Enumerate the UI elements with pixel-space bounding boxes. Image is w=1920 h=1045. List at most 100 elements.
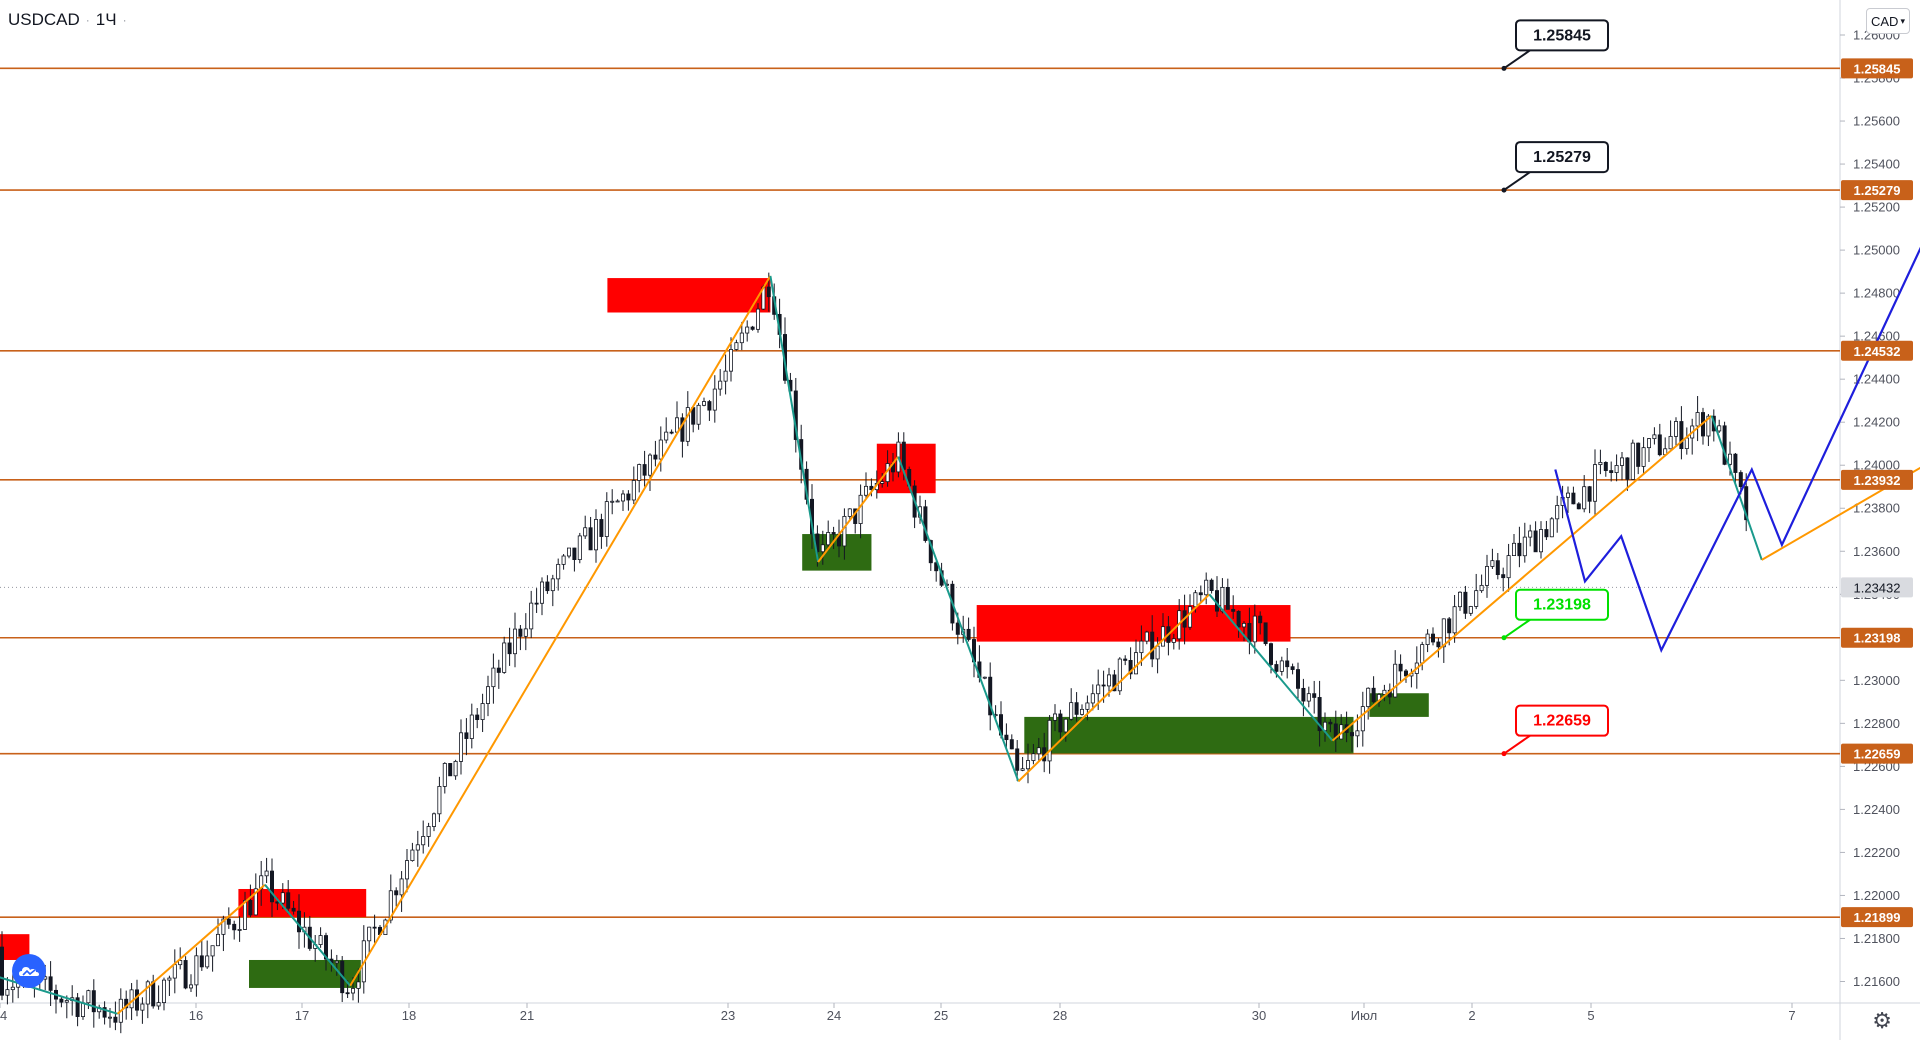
candle-body [264, 870, 269, 877]
callout-box[interactable] [1515, 141, 1609, 174]
x-tick-label: 4 [0, 1008, 7, 1023]
zigzag-segment[interactable] [1710, 415, 1763, 561]
candle-body [1522, 536, 1527, 557]
candle-body [491, 667, 496, 688]
y-tick-label: 1.22400 [1853, 802, 1900, 817]
candle-body [124, 998, 129, 1009]
interval-label[interactable]: 1Ч [95, 10, 117, 29]
candle-body [1053, 713, 1058, 721]
candle-body [1539, 529, 1544, 553]
candle-body [577, 535, 582, 560]
candle-body [1501, 574, 1506, 579]
candle-body [1225, 586, 1230, 610]
y-tick-label: 1.24400 [1853, 372, 1900, 387]
candle-body [1636, 442, 1641, 467]
candle-body [858, 494, 863, 524]
candle-body [1090, 693, 1095, 704]
candle-body [323, 935, 328, 960]
candle-body [1074, 702, 1079, 715]
candle-body [1252, 615, 1257, 643]
callout-label: 1.25279 [1533, 149, 1591, 166]
zigzag-segment[interactable] [817, 455, 899, 563]
candle-body [1738, 472, 1743, 488]
candle-body [934, 562, 939, 572]
candle-body [712, 388, 717, 411]
zigzag-segment[interactable] [1017, 593, 1211, 783]
candle-body [653, 454, 658, 460]
symbol-header: USDCAD · 1Ч · [8, 10, 127, 30]
candle-body [437, 786, 442, 815]
candle-body [540, 581, 545, 604]
candle-body [129, 989, 134, 1009]
y-tick-label: 1.22000 [1853, 888, 1900, 903]
candle-body [1020, 768, 1025, 771]
zigzag-segment[interactable] [769, 275, 820, 563]
currency-button[interactable]: CAD ▾ [1866, 8, 1910, 34]
candle-body [140, 1003, 145, 1011]
candle-body [151, 981, 156, 1007]
candle-body [475, 714, 480, 720]
callout-box[interactable] [1515, 588, 1609, 621]
candle-body [604, 501, 609, 537]
callout-leader [1503, 734, 1531, 755]
symbol-name[interactable]: USDCAD [8, 10, 80, 29]
zigzag-segment[interactable] [1761, 356, 1920, 561]
candle-body [1517, 542, 1522, 557]
header-separator: · [85, 13, 90, 27]
candle-body [599, 519, 604, 537]
candle-body [388, 890, 393, 921]
x-tick-label: 24 [827, 1008, 841, 1023]
candle-body [81, 1002, 86, 1017]
level-price-tag [1841, 469, 1913, 490]
zigzag-segment[interactable] [349, 275, 772, 987]
level-price-tag [1841, 180, 1913, 201]
candle-body [621, 493, 626, 502]
candle-body [1506, 555, 1511, 579]
candle-body [1425, 633, 1430, 645]
candle-body [610, 500, 615, 503]
candle-body [248, 899, 253, 916]
candle-body [550, 578, 555, 592]
supply-zone[interactable] [607, 278, 771, 313]
demand-zone[interactable] [1024, 716, 1354, 754]
demand-zone[interactable] [802, 534, 872, 571]
candle-body [1490, 560, 1495, 567]
candle-body [567, 547, 572, 557]
gear-icon[interactable]: ⚙ [1872, 1008, 1892, 1033]
candle-body [1101, 684, 1106, 687]
candle-body [280, 892, 285, 904]
candle-body [205, 955, 210, 968]
supply-zone[interactable] [238, 888, 367, 917]
candle-body [1188, 606, 1193, 628]
zigzag-segment[interactable] [897, 456, 1020, 782]
zigzag-segment[interactable] [116, 883, 266, 1015]
candle-body [648, 454, 653, 476]
candle-body [1317, 697, 1322, 732]
candle-body [820, 544, 825, 553]
candle-body [556, 563, 561, 580]
candle-body [572, 547, 577, 560]
candle-body [356, 981, 361, 989]
candle-body [145, 981, 150, 1005]
candle-body [1155, 645, 1160, 660]
candle-body [318, 935, 323, 945]
zigzag-segment[interactable] [264, 884, 351, 987]
candle-body [1328, 721, 1333, 725]
tradingview-cloud-icon[interactable] [12, 954, 46, 988]
zigzag-segment[interactable] [1331, 414, 1713, 742]
zigzag-segment[interactable] [0, 947, 118, 1015]
zigzag-segment[interactable] [1208, 593, 1334, 742]
callout-label: 1.23198 [1533, 597, 1591, 614]
forecast-path[interactable] [1554, 72, 1920, 654]
callout-leader [1503, 618, 1531, 639]
candle-body [464, 732, 469, 739]
candle-body [1744, 486, 1749, 521]
y-tick-label: 1.24600 [1853, 329, 1900, 344]
callout-box[interactable] [1515, 19, 1609, 52]
candle-body [367, 926, 372, 942]
callout-box[interactable] [1515, 704, 1609, 737]
candle-body [1630, 442, 1635, 480]
candle-body [842, 516, 847, 547]
